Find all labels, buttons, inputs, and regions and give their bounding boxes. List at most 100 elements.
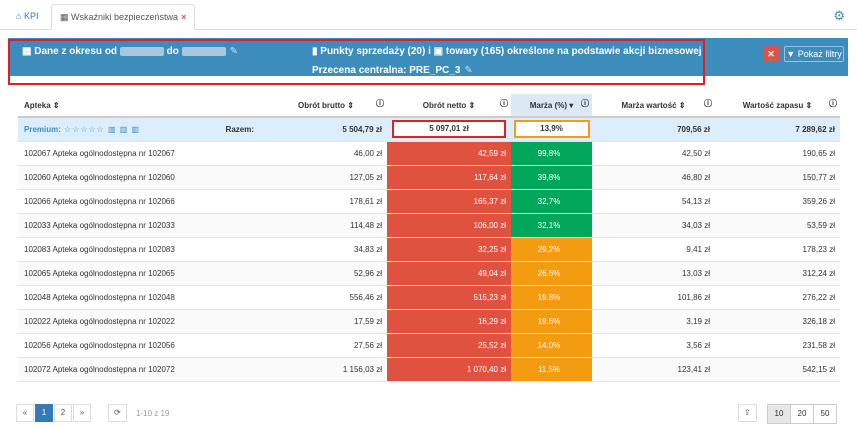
- period-text: ▦ Dane z okresu od do ✎: [22, 46, 238, 57]
- table-row[interactable]: 102056 Apteka ogólnodostępna nr 102056 27…: [18, 333, 840, 358]
- netto-cell: 117,64 zł: [387, 165, 511, 190]
- apteka-cell: 102056 Apteka ogólnodostępna nr 102056: [18, 333, 265, 358]
- summary-row: Premium: ☆☆☆☆☆ ▥ ▥ ▥ Razem: 5 504,79 zł 5 …: [18, 117, 840, 142]
- tab-wskazniki[interactable]: ▦ Wskaźniki bezpieczeństwa ×: [51, 4, 196, 30]
- page-size-20[interactable]: 20: [790, 404, 814, 424]
- brutto-cell: 127,05 zł: [265, 165, 387, 190]
- sum-marza-cell: 13,9%: [511, 117, 592, 142]
- apteka-cell: 102072 Apteka ogólnodostępna nr 102072: [18, 357, 265, 382]
- table-row[interactable]: 102067 Apteka ogólnodostępna nr 102067 46…: [18, 141, 840, 166]
- table-row[interactable]: 102048 Apteka ogólnodostępna nr 102048 55…: [18, 285, 840, 310]
- export-button[interactable]: ⇪: [738, 404, 758, 422]
- sum-zapas: 7 289,62 zł: [715, 117, 840, 142]
- info-icon[interactable]: ⓘ: [500, 99, 508, 108]
- col-marza-label: Marża (%): [529, 100, 568, 110]
- apteka-cell: 102022 Apteka ogólnodostępna nr 102022: [18, 309, 265, 334]
- price-reduction-label: Przecena centralna: PRE_PC_3: [312, 65, 461, 76]
- col-obrot-brutto[interactable]: Obrót brutto ⇕ ⓘ: [265, 94, 387, 118]
- premium-label: Premium:: [24, 124, 61, 134]
- page-1-button[interactable]: 1: [35, 404, 53, 422]
- edit-price-icon[interactable]: ✎: [464, 65, 473, 76]
- netto-cell: 1 070,40 zł: [387, 357, 511, 382]
- zapas-cell: 190,65 zł: [715, 141, 840, 166]
- info-icon[interactable]: ⓘ: [704, 99, 712, 108]
- table-row[interactable]: 102066 Apteka ogólnodostępna nr 102066 17…: [18, 189, 840, 214]
- page-size-group: 10 20 50: [767, 404, 837, 424]
- star-rating-icons[interactable]: ☆☆☆☆☆ ▥ ▥ ▥: [63, 124, 141, 134]
- scope-label-2: towary (165) określone na podstawie akcj…: [445, 46, 702, 57]
- marza-cell: 19,8%: [511, 285, 592, 310]
- tab-bar: ⌂ KPI ▦ Wskaźniki bezpieczeństwa × ⚙: [0, 0, 857, 30]
- table-row[interactable]: 102072 Apteka ogólnodostępna nr 102072 1 …: [18, 357, 840, 382]
- highlight-frame: [8, 39, 705, 85]
- prev-page-button[interactable]: «: [16, 404, 34, 422]
- netto-cell: 106,00 zł: [387, 213, 511, 238]
- apteka-cell: 102065 Apteka ogólnodostępna nr 102065: [18, 261, 265, 286]
- table-row[interactable]: 102022 Apteka ogólnodostępna nr 102022 17…: [18, 309, 840, 334]
- col-obrot-netto[interactable]: Obrót netto ⇕ ⓘ: [387, 94, 511, 118]
- col-mw-label: Marża wartość: [621, 100, 677, 110]
- marza-wartosc-cell: 3,19 zł: [592, 309, 715, 334]
- sum-marza-wartosc: 709,56 zł: [592, 117, 715, 142]
- col-apteka[interactable]: Apteka ⇕: [18, 94, 265, 118]
- marza-cell: 11,5%: [511, 357, 592, 382]
- info-icon[interactable]: ⓘ: [581, 99, 589, 108]
- date-from-redacted: [119, 46, 164, 56]
- page-size-50[interactable]: 50: [813, 404, 837, 424]
- brutto-cell: 27,56 zł: [265, 333, 387, 358]
- tab-kpi[interactable]: ⌂ KPI: [16, 11, 39, 21]
- clear-filters-button[interactable]: ✕: [763, 46, 779, 62]
- show-filters-label: Pokaż filtry: [797, 49, 842, 59]
- sum-netto: 5 097,01 zł: [392, 120, 506, 139]
- marza-cell: 99,8%: [511, 141, 592, 166]
- summary-label-cell: Premium: ☆☆☆☆☆ ▥ ▥ ▥ Razem:: [18, 117, 265, 142]
- marza-wartosc-cell: 46,80 zł: [592, 165, 715, 190]
- marza-cell: 32,1%: [511, 213, 592, 238]
- col-marza-wartosc[interactable]: Marża wartość ⇕ ⓘ: [592, 94, 715, 118]
- marza-cell: 19,6%: [511, 309, 592, 334]
- pagination: «1 2»: [16, 404, 92, 422]
- marza-wartosc-cell: 54,13 zł: [592, 189, 715, 214]
- marza-wartosc-cell: 123,41 zł: [592, 357, 715, 382]
- edit-period-icon[interactable]: ✎: [229, 46, 238, 57]
- show-filters-button[interactable]: ▼ Pokaż filtry: [784, 46, 844, 62]
- col-wartosc-zapasu[interactable]: Wartość zapasu ⇕ ⓘ: [715, 94, 840, 118]
- price-reduction-text: Przecena centralna: PRE_PC_3 ✎: [312, 65, 473, 76]
- netto-cell: 49,04 zł: [387, 261, 511, 286]
- sum-marza: 13,9%: [513, 120, 590, 139]
- apteka-cell: 102060 Apteka ogólnodostępna nr 102060: [18, 165, 265, 190]
- scope-text: ▮ Punkty sprzedaży (20) i ▣ towary (165)…: [312, 46, 702, 57]
- marza-wartosc-cell: 3,56 zł: [592, 333, 715, 358]
- table-row[interactable]: 102083 Apteka ogólnodostępna nr 102083 34…: [18, 237, 840, 262]
- zapas-cell: 359,26 zł: [715, 189, 840, 214]
- page-2-button[interactable]: 2: [54, 404, 72, 422]
- refresh-button[interactable]: ⟳: [108, 404, 128, 422]
- zapas-cell: 312,24 zł: [715, 261, 840, 286]
- zapas-cell: 542,15 zł: [715, 357, 840, 382]
- col-marza[interactable]: Marża (%) ▾ ⓘ: [511, 94, 592, 118]
- table-row[interactable]: 102060 Apteka ogólnodostępna nr 102060 12…: [18, 165, 840, 190]
- col-zapas-label: Wartość zapasu: [742, 100, 804, 110]
- marza-wartosc-cell: 13,03 zł: [592, 261, 715, 286]
- next-page-button[interactable]: »: [73, 404, 91, 422]
- table-row[interactable]: 102065 Apteka ogólnodostępna nr 102065 52…: [18, 261, 840, 286]
- page-size-10[interactable]: 10: [767, 404, 791, 424]
- period-mid: do: [166, 46, 179, 57]
- marza-cell: 29,2%: [511, 237, 592, 262]
- kpi-table: Apteka ⇕ Obrót brutto ⇕ ⓘ Obrót netto ⇕ ⓘ …: [18, 94, 840, 382]
- zapas-cell: 53,59 zł: [715, 213, 840, 238]
- settings-gear-icon[interactable]: ⚙: [833, 8, 845, 23]
- zapas-cell: 150,77 zł: [715, 165, 840, 190]
- close-tab-icon[interactable]: ×: [181, 12, 187, 22]
- brutto-cell: 46,00 zł: [265, 141, 387, 166]
- marza-wartosc-cell: 9,41 zł: [592, 237, 715, 262]
- marza-wartosc-cell: 34,03 zł: [592, 213, 715, 238]
- info-icon[interactable]: ⓘ: [376, 99, 384, 108]
- info-icon[interactable]: ⓘ: [829, 99, 837, 108]
- table-row[interactable]: 102033 Apteka ogólnodostępna nr 102033 11…: [18, 213, 840, 238]
- tab-wskazniki-label: Wskaźniki bezpieczeństwa: [71, 12, 179, 22]
- zapas-cell: 231,58 zł: [715, 333, 840, 358]
- sum-netto-cell: 5 097,01 zł: [387, 117, 511, 142]
- upload-icon: ⇪: [738, 404, 757, 422]
- refresh-icon: ⟳: [108, 404, 127, 422]
